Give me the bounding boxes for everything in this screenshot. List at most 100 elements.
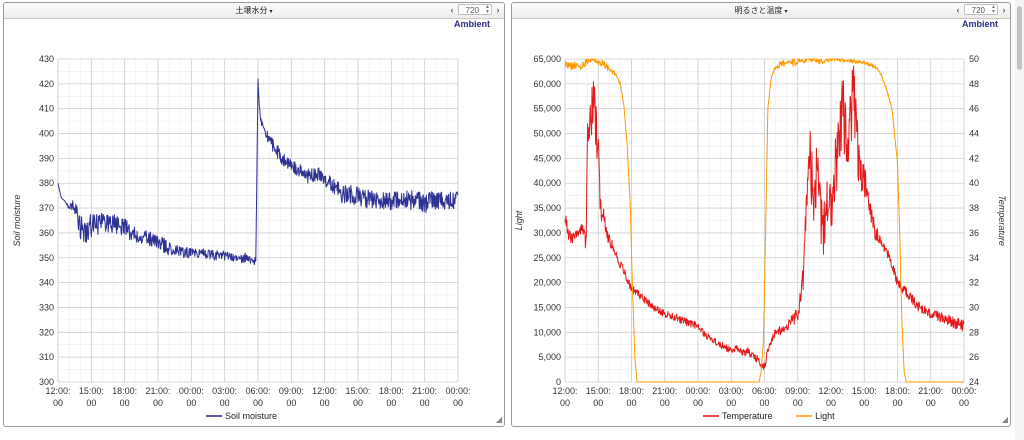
x-tick-label: 00:00: [951, 386, 976, 396]
x-tick-label: 12:00: [552, 386, 577, 396]
x-tick-label: 00 [253, 398, 263, 408]
y2-tick-label: 40 [969, 178, 979, 188]
chevron-left-icon[interactable]: ‹ [956, 5, 960, 15]
y-tick-label: 310 [39, 352, 54, 362]
x-tick-label: 00:00: [179, 386, 204, 396]
y-tick-label: 370 [39, 203, 54, 213]
y2-axis-title: Temperature [997, 195, 1007, 246]
x-tick-label: 00 [726, 398, 736, 408]
x-tick-label: 00 [220, 398, 230, 408]
y2-tick-label: 36 [969, 228, 979, 238]
x-tick-label: 15:00: [586, 386, 611, 396]
y-tick-label: 300 [39, 377, 54, 387]
y2-tick-label: 28 [969, 327, 979, 337]
x-tick-label: 09:00: [785, 386, 810, 396]
y-tick-label: 15,000 [533, 302, 561, 312]
y-axis-title: Soil moisture [12, 194, 22, 246]
x-tick-label: 00 [959, 398, 969, 408]
x-tick-label: 00 [759, 398, 769, 408]
chevron-right-icon[interactable]: › [496, 5, 500, 15]
y-tick-label: 35,000 [533, 203, 561, 213]
x-tick-label: 03:00: [212, 386, 237, 396]
y-tick-label: 380 [39, 178, 54, 188]
spinner-icon[interactable]: ▲ ▼ [485, 4, 490, 15]
range-input[interactable]: 720 ▲ ▼ [458, 4, 492, 15]
light-temperature-chart: 0 5,000 10,000 15,000 20,000 25,000 30,000 35,0… [514, 54, 1007, 421]
x-tick-label: 00 [386, 398, 396, 408]
legend-entry: Light [815, 411, 835, 421]
panel-header: 明るさと温度 ▾ ‹ 720 ▲ ▼ › [512, 3, 1010, 19]
x-tick-label: 00 [153, 398, 163, 408]
x-tick-label: 21:00: [918, 386, 943, 396]
x-tick-label: 00 [593, 398, 603, 408]
y-tick-label: 45,000 [533, 153, 561, 163]
x-tick-label: 06:00: [752, 386, 777, 396]
panel-title: 明るさと温度 [734, 6, 783, 15]
x-tick-label: 21:00: [412, 386, 437, 396]
x-tick-label: 21:00: [145, 386, 170, 396]
x-tick-label: 00 [453, 398, 463, 408]
chevron-left-icon[interactable]: ‹ [450, 5, 454, 15]
soil-moisture-chart: 300 310 320 330 340 350 360 370 380 390 400 410 420 4… [12, 54, 471, 421]
y2-tick-label: 38 [969, 203, 979, 213]
x-tick-label: 00 [626, 398, 636, 408]
x-tick-label: 00 [420, 398, 430, 408]
range-input[interactable]: 720 ▲ ▼ [964, 4, 998, 15]
x-tick-label: 06:00: [245, 386, 270, 396]
y-tick-label: 55,000 [533, 104, 561, 114]
x-tick-label: 00 [892, 398, 902, 408]
y2-tick-label: 44 [969, 129, 979, 139]
panel-title-dropdown[interactable]: 明るさと温度 ▾ [512, 4, 1010, 19]
x-tick-label: 15:00: [852, 386, 877, 396]
x-tick-label: 00 [286, 398, 296, 408]
panel-title: 土壌水分 [235, 6, 268, 15]
x-tick-label: 18:00: [112, 386, 137, 396]
resize-grip-icon[interactable]: ◢ [495, 415, 502, 424]
x-tick-label: 12:00: [818, 386, 843, 396]
soil-moisture-panel: 土壌水分 ▾ ‹ 720 ▲ ▼ › Ambient 300 310 320 330 340 3… [3, 2, 505, 427]
x-tick-label: 18:00: [619, 386, 644, 396]
y-tick-label: 50,000 [533, 129, 561, 139]
y2-tick-label: 32 [969, 278, 979, 288]
range-value: 720 [971, 6, 985, 15]
x-tick-label: 00:00: [445, 386, 470, 396]
scrollbar-thumb[interactable] [1017, 6, 1022, 70]
y-tick-label: 330 [39, 302, 54, 312]
brand-label: Ambient [962, 19, 998, 29]
series-line-light [564, 58, 965, 383]
x-tick-label: 00 [660, 398, 670, 408]
y-tick-label: 5,000 [538, 352, 561, 362]
spinner-icon[interactable]: ▲ ▼ [991, 4, 996, 15]
y-tick-label: 0 [556, 377, 561, 387]
y-tick-label: 400 [39, 129, 54, 139]
page-scrollbar[interactable] [1015, 0, 1024, 440]
x-tick-label: 00 [86, 398, 96, 408]
y2-tick-label: 42 [969, 153, 979, 163]
x-tick-label: 09:00: [279, 386, 304, 396]
caret-down-icon: ▾ [269, 9, 273, 15]
x-tick-label: 00 [560, 398, 570, 408]
y2-tick-label: 34 [969, 253, 979, 263]
y-tick-label: 40,000 [533, 178, 561, 188]
x-tick-label: 00 [859, 398, 869, 408]
y2-tick-label: 30 [969, 302, 979, 312]
resize-grip-icon[interactable]: ◢ [1001, 415, 1008, 424]
x-tick-label: 21:00: [652, 386, 677, 396]
chevron-right-icon[interactable]: › [1002, 5, 1006, 15]
x-tick-label: 18:00: [379, 386, 404, 396]
y-tick-label: 20,000 [533, 278, 561, 288]
y-tick-label: 25,000 [533, 253, 561, 263]
legend-entry: Soil moisture [225, 411, 277, 421]
y-tick-label: 360 [39, 228, 54, 238]
x-tick-label: 00 [120, 398, 130, 408]
y2-tick-label: 46 [969, 104, 979, 114]
panel-title-dropdown[interactable]: 土壌水分 ▾ [4, 4, 504, 19]
series-line-temperature [564, 65, 965, 370]
y-tick-label: 60,000 [533, 79, 561, 89]
y-tick-label: 10,000 [533, 327, 561, 337]
panel-header: 土壌水分 ▾ ‹ 720 ▲ ▼ › [4, 3, 504, 19]
x-tick-label: 00 [926, 398, 936, 408]
y-tick-label: 430 [39, 54, 54, 64]
y2-tick-label: 50 [969, 54, 979, 64]
x-tick-label: 00 [826, 398, 836, 408]
